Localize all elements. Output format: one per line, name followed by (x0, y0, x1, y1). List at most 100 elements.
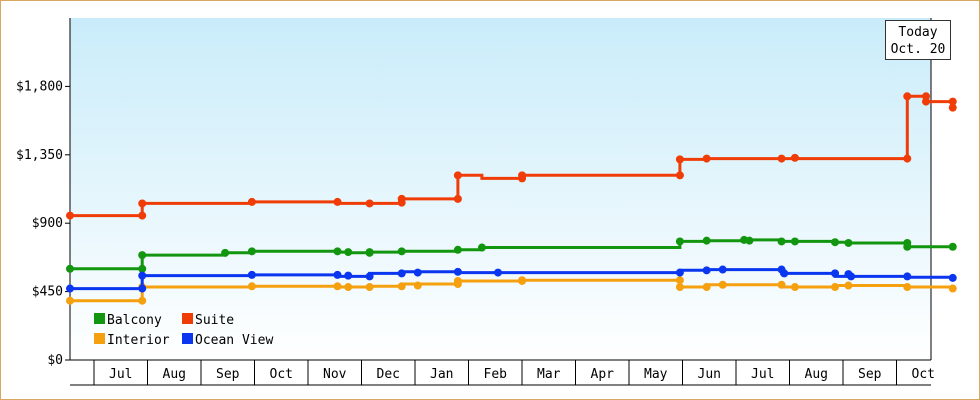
point-interior (831, 283, 840, 292)
point-ocean-view (831, 269, 840, 278)
point-interior (453, 276, 462, 285)
y-tick-label: $450 (32, 285, 63, 300)
point-suite (518, 171, 527, 180)
x-tick-label: Jun (698, 367, 721, 382)
point-interior (844, 281, 853, 290)
point-suite (777, 154, 786, 163)
point-interior (344, 283, 353, 292)
point-balcony (477, 243, 486, 252)
point-interior (365, 283, 374, 292)
point-interior (138, 296, 147, 305)
point-suite (397, 194, 406, 203)
point-balcony (844, 238, 853, 247)
x-tick-label: Sep (216, 367, 240, 382)
point-ocean-view (847, 272, 856, 281)
point-suite (453, 194, 462, 203)
point-interior (413, 281, 422, 290)
point-suite (948, 103, 957, 112)
point-ocean-view (413, 268, 422, 277)
point-balcony (831, 238, 840, 247)
point-interior (702, 283, 711, 292)
x-tick-label: Oct (270, 367, 293, 382)
point-interior (948, 284, 957, 293)
point-balcony (675, 237, 684, 246)
point-interior (718, 280, 727, 289)
point-balcony (344, 248, 353, 257)
point-suite (702, 154, 711, 163)
legend-label-ocean-view: Ocean View (195, 333, 273, 348)
point-balcony (138, 251, 147, 260)
point-interior (333, 282, 342, 291)
point-balcony (66, 264, 74, 273)
point-interior (903, 283, 912, 292)
point-ocean-view (365, 272, 374, 281)
x-tick-label: Jul (109, 367, 132, 382)
point-suite (790, 153, 799, 162)
point-balcony (397, 247, 406, 256)
point-suite (138, 199, 147, 208)
x-tick-label: Feb (484, 367, 508, 382)
point-interior (518, 276, 527, 285)
point-balcony (777, 237, 786, 246)
point-balcony (702, 236, 711, 245)
point-balcony (948, 242, 957, 251)
point-balcony (790, 237, 799, 246)
x-axis: Jul Aug Sep Oct Nov Dec Jan Feb Mar Apr May Jun Jul A… (70, 18, 935, 386)
point-suite (66, 211, 74, 220)
point-interior (66, 296, 74, 305)
point-interior (790, 283, 799, 292)
point-suite (675, 155, 684, 164)
point-ocean-view (138, 284, 147, 293)
series-layer (66, 92, 957, 305)
point-ocean-view (903, 272, 912, 281)
x-tick-label: Aug (805, 367, 828, 382)
point-ocean-view (344, 271, 353, 280)
point-interior (777, 280, 786, 289)
y-tick-label: $1,800 (16, 79, 63, 94)
point-suite (453, 171, 462, 180)
today-label: Today (898, 25, 938, 40)
point-ocean-view (66, 284, 74, 293)
point-ocean-view (138, 271, 147, 280)
point-ocean-view (494, 268, 502, 277)
point-ocean-view (675, 268, 684, 277)
point-balcony (365, 248, 374, 257)
x-tick-label: Mar (537, 367, 561, 382)
point-balcony (745, 236, 754, 245)
legend-swatch-balcony (94, 313, 105, 324)
x-tick-label: Oct (912, 367, 935, 382)
point-suite (247, 197, 256, 206)
legend: Balcony Suite Interior Ocean View (94, 313, 273, 348)
x-tick-label: Apr (591, 367, 615, 382)
point-suite (675, 171, 684, 180)
legend-swatch-interior (94, 333, 105, 344)
today-box: Today Oct. 20 (885, 20, 951, 60)
point-suite (903, 92, 912, 101)
x-tick-label: May (644, 367, 668, 382)
point-ocean-view (397, 269, 406, 278)
point-ocean-view (702, 266, 711, 275)
x-tick-label: Nov (323, 367, 347, 382)
legend-swatch-suite (182, 313, 193, 324)
point-balcony (138, 264, 147, 273)
point-balcony (221, 248, 230, 257)
point-ocean-view (948, 273, 957, 282)
legend-label-balcony: Balcony (107, 313, 162, 328)
point-interior (397, 282, 406, 291)
series-line-suite (70, 94, 955, 218)
point-ocean-view (247, 270, 256, 279)
today-date: Oct. 20 (890, 42, 946, 57)
point-interior (675, 276, 684, 285)
legend-label-suite: Suite (195, 313, 234, 328)
point-ocean-view (453, 267, 462, 276)
point-suite (922, 97, 930, 106)
point-balcony (333, 247, 342, 256)
point-suite (903, 154, 912, 163)
y-axis: $0 $450 $900 $1,350 $1,800 (16, 18, 71, 368)
point-interior (675, 283, 684, 292)
x-tick-label: Jan (430, 367, 453, 382)
point-suite (948, 97, 957, 106)
point-balcony (247, 247, 256, 256)
point-ocean-view (718, 265, 727, 274)
